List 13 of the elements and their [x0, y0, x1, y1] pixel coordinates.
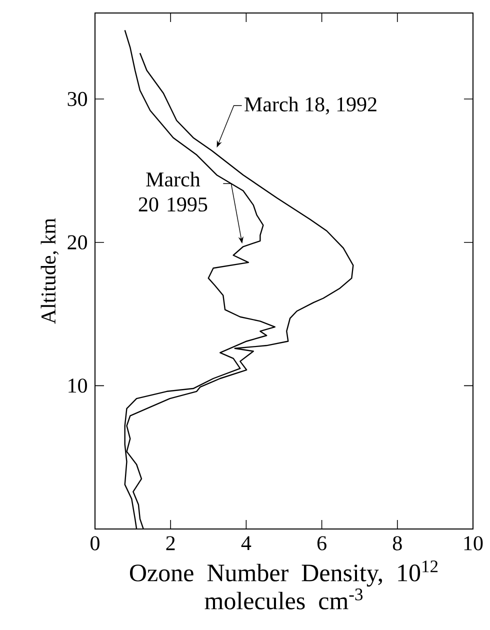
x-tick-label: 4 [241, 536, 251, 550]
x-tick-label: 0 [90, 536, 100, 550]
y-tick-label: 30 [68, 92, 87, 106]
text: Ozone Number Density, 10$^{12}$ molecules cm$^{-3}$ [130, 560, 438, 610]
annotation: March 20 1995 [138, 172, 207, 212]
x-tick-label: 2 [166, 536, 174, 550]
y-tick-label: 10 [68, 378, 87, 393]
y-tick-label: 20 [67, 235, 87, 250]
x-tick-label: 6 [317, 536, 326, 550]
x-tick-label: 10 [464, 536, 482, 550]
y-axis-title: Altitude, km [40, 218, 58, 324]
annotation: March 18, 1992 [244, 96, 376, 115]
x-tick-label: 8 [392, 536, 402, 550]
